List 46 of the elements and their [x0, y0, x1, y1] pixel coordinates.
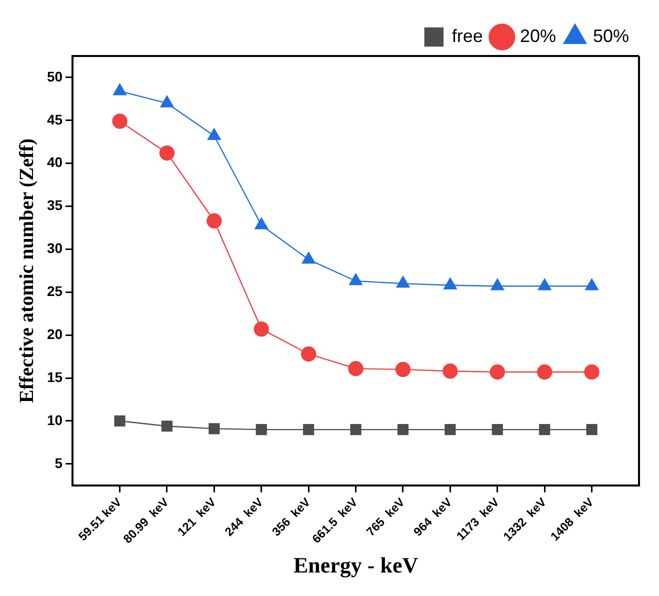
point: [113, 84, 126, 96]
point: [161, 420, 173, 432]
point: [206, 213, 222, 228]
y-tick-label: 35: [46, 197, 63, 214]
point: [114, 415, 126, 427]
point: [348, 360, 364, 376]
point: [350, 424, 362, 436]
y-tick-label: 5: [54, 454, 63, 471]
y-tick-label: 20: [46, 326, 63, 342]
point: [492, 424, 503, 436]
point: [256, 424, 267, 436]
point: [538, 278, 552, 290]
point: [254, 321, 269, 337]
point: [254, 218, 268, 230]
point: [208, 128, 221, 140]
point: [536, 364, 552, 380]
point: [300, 346, 316, 362]
y-tick-label: 25: [46, 283, 63, 300]
point: [490, 364, 505, 380]
y-tick-label: 40: [46, 154, 63, 170]
y-tick-label: 45: [46, 111, 63, 128]
x-axis-title: Energy - keV: [293, 552, 418, 578]
point: [396, 276, 410, 288]
point: [303, 424, 314, 436]
y-tick-label: 15: [46, 368, 63, 385]
legend-label: 50%: [592, 26, 630, 46]
point: [302, 252, 316, 264]
legend-label: free: [452, 26, 483, 46]
point: [349, 273, 362, 286]
point: [586, 424, 598, 436]
point: [539, 424, 550, 436]
y-tick-label: 10: [46, 412, 63, 428]
point: [490, 278, 504, 290]
point: [397, 424, 409, 436]
legend-label: 20%: [520, 26, 556, 46]
point: [585, 278, 598, 290]
y-axis-title: Effective atomic number (Zeff): [16, 138, 38, 403]
point: [442, 364, 458, 379]
point: [208, 423, 220, 434]
point: [584, 364, 600, 380]
y-tick-label: 50: [46, 68, 63, 84]
y-tick-label: 30: [46, 240, 63, 256]
point: [395, 362, 411, 378]
point: [160, 96, 174, 108]
point: [444, 424, 456, 436]
point: [444, 278, 457, 290]
